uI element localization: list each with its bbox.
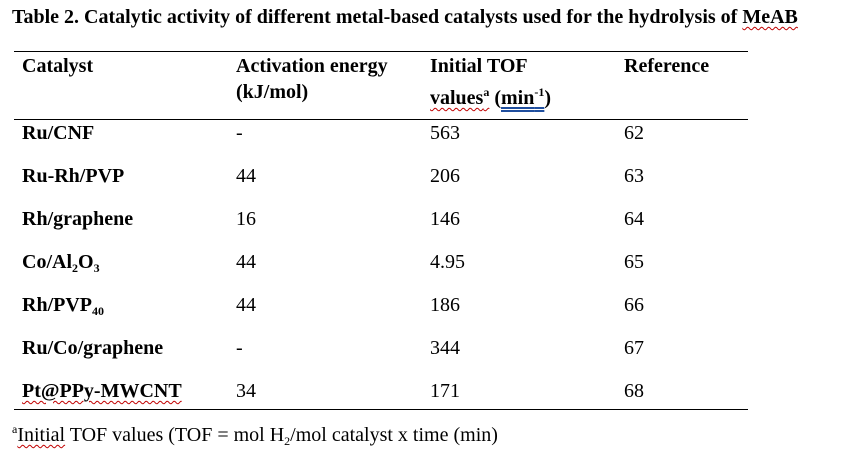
cell-reference: 66 (624, 294, 644, 316)
cell-initial-tof: 171 (430, 380, 460, 402)
cell-activation-energy: 34 (236, 380, 256, 402)
cell-reference: 64 (624, 208, 644, 230)
cell-activation-energy: 44 (236, 294, 256, 316)
table-row: Ru-Rh/PVP 44 206 63 (0, 162, 868, 190)
cell-initial-tof: 186 (430, 294, 460, 316)
table-row: Pt@PPy-MWCNT 34 171 68 (0, 377, 868, 405)
cell-initial-tof: 206 (430, 165, 460, 187)
header-catalyst: Catalyst (22, 55, 94, 77)
cell-activation-energy: - (236, 122, 243, 144)
cell-catalyst: Rh/graphene (22, 208, 134, 230)
cell-reference: 68 (624, 380, 644, 402)
table-row: Rh/graphene 16 146 64 (0, 205, 868, 233)
cell-activation-energy: 44 (236, 251, 256, 273)
cell-activation-energy: 44 (236, 165, 256, 187)
table-row: Rh/PVP40 44 186 66 (0, 291, 868, 319)
table-title: Table 2. Catalytic activity of different… (12, 6, 798, 28)
cell-catalyst: Ru/CNF (22, 122, 95, 144)
cell-catalyst: Pt@PPy-MWCNT (22, 380, 182, 402)
cell-activation-energy: - (236, 337, 243, 359)
cell-catalyst: Rh/PVP40 (22, 294, 104, 318)
cell-reference: 65 (624, 251, 644, 273)
cell-initial-tof: 563 (430, 122, 460, 144)
cell-catalyst: Ru/Co/graphene (22, 337, 164, 359)
cell-initial-tof: 146 (430, 208, 460, 230)
cell-reference: 62 (624, 122, 644, 144)
title-abbreviation: MeAB (742, 6, 798, 28)
header-activation-energy: Activation energy (kJ/mol) (236, 55, 388, 103)
table-row: Ru/CNF - 563 62 (0, 119, 868, 147)
cell-catalyst: Co/Al2O3 (22, 251, 100, 275)
table-row: Ru/Co/graphene - 344 67 (0, 334, 868, 362)
cell-activation-energy: 16 (236, 208, 256, 230)
table-row: Co/Al2O3 44 4.95 65 (0, 248, 868, 276)
cell-initial-tof: 344 (430, 337, 460, 359)
cell-reference: 67 (624, 337, 644, 359)
table-bottom-rule (14, 409, 748, 410)
header-reference: Reference (624, 55, 710, 77)
table-top-rule (14, 51, 748, 52)
cell-initial-tof: 4.95 (430, 251, 465, 273)
cell-catalyst: Ru-Rh/PVP (22, 165, 125, 187)
table-footnote: aInitial TOF values (TOF = mol H2/mol ca… (12, 422, 498, 448)
cell-reference: 63 (624, 165, 644, 187)
header-initial-tof: Initial TOF valuesa (min-1) (430, 55, 552, 109)
table-header-rule (14, 119, 748, 120)
